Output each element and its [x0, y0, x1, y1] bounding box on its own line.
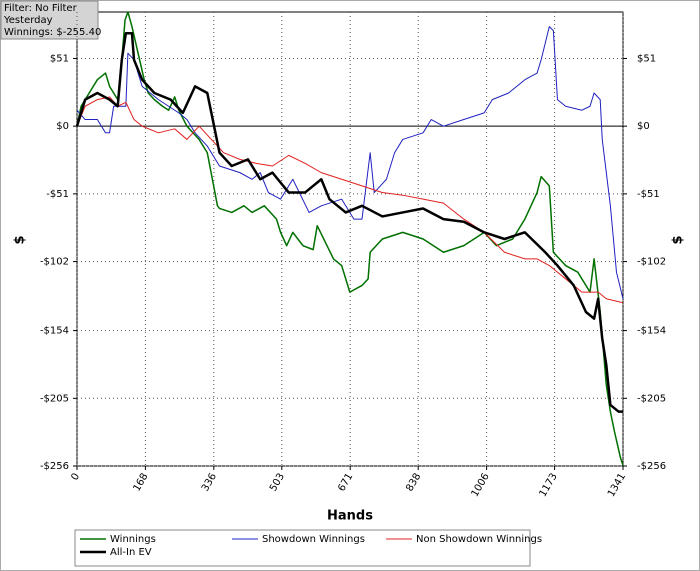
series-line: [75, 31, 623, 413]
y-tick-label: $0: [56, 121, 69, 132]
y-tick-label: -$102: [40, 257, 69, 268]
y2-tick-label: -$154: [637, 326, 666, 337]
x-tick-label: 0: [69, 472, 82, 483]
info-line: Filter: No Filter: [4, 3, 78, 14]
series-line: [76, 96, 624, 304]
y2-tick-label: -$51: [637, 189, 660, 200]
y2-tick-label: -$102: [637, 257, 666, 268]
info-box: [0, 0, 99, 40]
series-line: [76, 11, 624, 466]
legend: [74, 529, 531, 567]
y2-tick-label: $0: [637, 121, 650, 132]
legend-label: Winnings: [110, 534, 156, 545]
y2-tick-label: -$256: [637, 461, 666, 472]
y2-axis-label: $: [671, 235, 686, 244]
series-line: [76, 26, 624, 299]
legend-label: Non Showdown Winnings: [416, 534, 542, 545]
y-tick-label: $51: [50, 53, 69, 64]
y-tick-label: -$256: [40, 461, 69, 472]
info-line: Yesterday: [3, 15, 53, 26]
y2-tick-label: -$205: [637, 393, 666, 404]
legend-label: All-In EV: [110, 547, 152, 558]
x-axis-label: Hands: [327, 509, 373, 524]
y-tick-label: -$154: [40, 326, 69, 337]
y-tick-label: -$51: [46, 189, 69, 200]
legend-label: Showdown Winnings: [262, 534, 365, 545]
y2-tick-label: $51: [637, 53, 656, 64]
y-axis-label: $: [13, 235, 28, 244]
y-tick-label: -$205: [40, 393, 69, 404]
info-line: Winnings: $-255.40: [4, 27, 101, 38]
